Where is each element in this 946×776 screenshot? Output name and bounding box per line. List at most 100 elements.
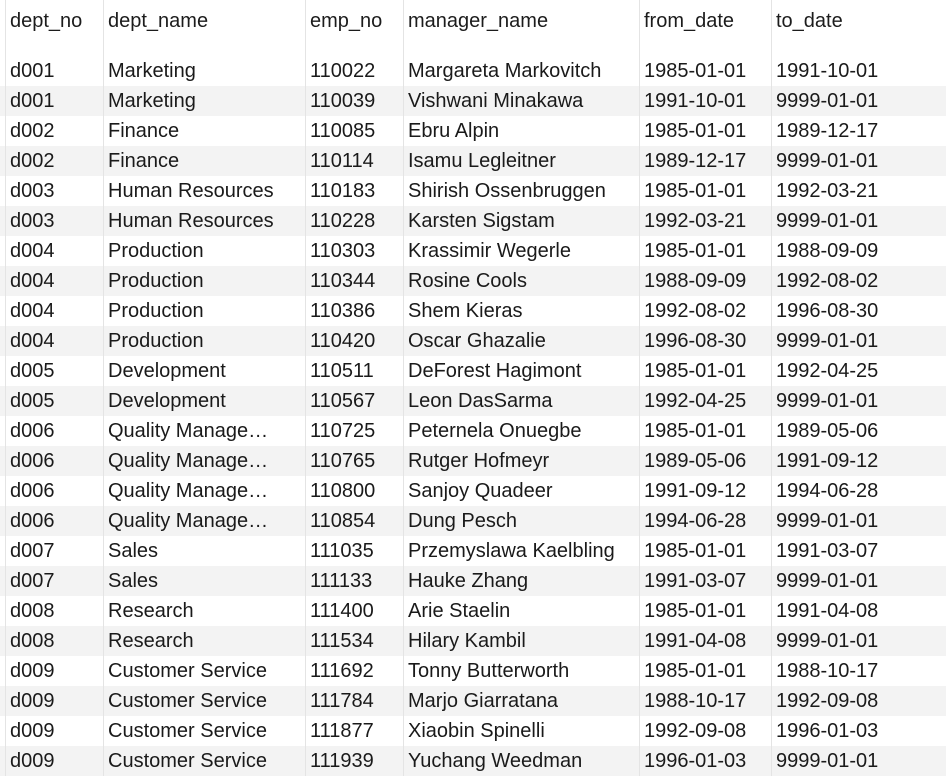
cell-dept-no[interactable]: d004	[10, 270, 55, 292]
cell-dept-no[interactable]: d002	[10, 150, 55, 172]
cell-dept-name[interactable]: Human Resources	[108, 180, 274, 202]
table-row[interactable]: d009 Customer Service 111939 Yuchang Weedma…	[0, 746, 946, 776]
cell-manager-name[interactable]: Leon DasSarma	[408, 390, 553, 412]
cell-dept-name[interactable]: Research	[108, 630, 194, 652]
cell-from-date[interactable]: 1988-10-17	[644, 690, 747, 712]
cell-dept-no[interactable]: d007	[10, 570, 55, 592]
cell-dept-no[interactable]: d001	[10, 90, 55, 112]
table-row[interactable]: d002 Finance 110114 Isamu Legleitner 1989-12…	[0, 146, 946, 176]
cell-to-date[interactable]: 9999-01-01	[776, 570, 879, 592]
cell-manager-name[interactable]: Dung Pesch	[408, 510, 517, 532]
cell-from-date[interactable]: 1991-10-01	[644, 90, 747, 112]
cell-dept-no[interactable]: d006	[10, 480, 55, 502]
cell-emp-no[interactable]: 111692	[310, 660, 374, 682]
cell-dept-name[interactable]: Finance	[108, 150, 180, 172]
table-row[interactable]: d003 Human Resources 110228 Karsten Sigstam…	[0, 206, 946, 236]
cell-manager-name[interactable]: Shem Kieras	[408, 300, 523, 322]
cell-manager-name[interactable]: Ebru Alpin	[408, 120, 500, 142]
column-divider[interactable]	[403, 0, 404, 776]
cell-to-date[interactable]: 1988-09-09	[776, 240, 879, 262]
table-row[interactable]: d008 Research 111534 Hilary Kambil 1991-04-0…	[0, 626, 946, 656]
cell-emp-no[interactable]: 111035	[310, 540, 374, 562]
cell-dept-name[interactable]: Development	[108, 390, 226, 412]
cell-from-date[interactable]: 1989-05-06	[644, 450, 747, 472]
column-header-emp-no[interactable]: emp_no	[310, 10, 383, 32]
cell-from-date[interactable]: 1985-01-01	[644, 360, 747, 382]
cell-dept-name[interactable]: Quality Manage…	[108, 510, 269, 532]
cell-emp-no[interactable]: 111877	[310, 720, 374, 742]
cell-from-date[interactable]: 1992-09-08	[644, 720, 747, 742]
cell-dept-no[interactable]: d003	[10, 180, 55, 202]
cell-from-date[interactable]: 1985-01-01	[644, 600, 747, 622]
cell-from-date[interactable]: 1992-03-21	[644, 210, 747, 232]
cell-from-date[interactable]: 1985-01-01	[644, 120, 747, 142]
cell-dept-name[interactable]: Development	[108, 360, 226, 382]
cell-dept-no[interactable]: d009	[10, 660, 55, 682]
table-row[interactable]: d005 Development 110567 Leon DasSarma 1992-0…	[0, 386, 946, 416]
cell-emp-no[interactable]: 110183	[310, 180, 376, 202]
cell-from-date[interactable]: 1985-01-01	[644, 240, 747, 262]
cell-from-date[interactable]: 1991-03-07	[644, 570, 747, 592]
cell-dept-name[interactable]: Human Resources	[108, 210, 274, 232]
cell-from-date[interactable]: 1989-12-17	[644, 150, 747, 172]
cell-emp-no[interactable]: 110386	[310, 300, 376, 322]
cell-manager-name[interactable]: Rutger Hofmeyr	[408, 450, 550, 472]
cell-to-date[interactable]: 1996-01-03	[776, 720, 879, 742]
column-header-manager-name[interactable]: manager_name	[408, 10, 549, 32]
cell-manager-name[interactable]: Margareta Markovitch	[408, 60, 602, 82]
cell-manager-name[interactable]: Xiaobin Spinelli	[408, 720, 545, 742]
cell-to-date[interactable]: 1996-08-30	[776, 300, 879, 322]
table-row[interactable]: d001 Marketing 110039 Vishwani Minakawa 1991…	[0, 86, 946, 116]
cell-manager-name[interactable]: Hilary Kambil	[408, 630, 526, 652]
table-row[interactable]: d007 Sales 111133 Hauke Zhang 1991-03-07 9999…	[0, 566, 946, 596]
cell-dept-no[interactable]: d004	[10, 330, 55, 352]
cell-from-date[interactable]: 1985-01-01	[644, 660, 747, 682]
cell-to-date[interactable]: 1992-03-21	[776, 180, 879, 202]
table-row[interactable]: d004 Production 110344 Rosine Cools 1988-09-…	[0, 266, 946, 296]
table-row[interactable]: d006 Quality Manage… 110854 Dung Pesch 1994-…	[0, 506, 946, 536]
cell-from-date[interactable]: 1992-08-02	[644, 300, 747, 322]
cell-dept-no[interactable]: d006	[10, 510, 55, 532]
cell-dept-name[interactable]: Sales	[108, 540, 159, 562]
cell-dept-no[interactable]: d003	[10, 210, 55, 232]
cell-dept-no[interactable]: d004	[10, 300, 55, 322]
table-row[interactable]: d006 Quality Manage… 110765 Rutger Hofmeyr 1…	[0, 446, 946, 476]
cell-emp-no[interactable]: 111133	[310, 570, 373, 592]
table-row[interactable]: d002 Finance 110085 Ebru Alpin 1985-01-01 198…	[0, 116, 946, 146]
table-row[interactable]: d005 Development 110511 DeForest Hagimont 19…	[0, 356, 946, 386]
column-divider[interactable]	[103, 0, 104, 776]
cell-to-date[interactable]: 1992-08-02	[776, 270, 879, 292]
cell-emp-no[interactable]: 110022	[310, 60, 376, 82]
cell-from-date[interactable]: 1988-09-09	[644, 270, 747, 292]
cell-dept-name[interactable]: Production	[108, 300, 204, 322]
table-row[interactable]: d009 Customer Service 111784 Marjo Giarrata…	[0, 686, 946, 716]
cell-dept-name[interactable]: Customer Service	[108, 660, 267, 682]
table-row[interactable]: d004 Production 110303 Krassimir Wegerle 198…	[0, 236, 946, 266]
column-divider[interactable]	[639, 0, 640, 776]
cell-emp-no[interactable]: 110228	[310, 210, 376, 232]
cell-dept-no[interactable]: d002	[10, 120, 55, 142]
cell-from-date[interactable]: 1996-08-30	[644, 330, 747, 352]
cell-to-date[interactable]: 1992-09-08	[776, 690, 879, 712]
cell-dept-name[interactable]: Production	[108, 270, 204, 292]
cell-manager-name[interactable]: Arie Staelin	[408, 600, 511, 622]
cell-from-date[interactable]: 1985-01-01	[644, 420, 747, 442]
cell-manager-name[interactable]: Rosine Cools	[408, 270, 527, 292]
table-row[interactable]: d008 Research 111400 Arie Staelin 1985-01-01…	[0, 596, 946, 626]
cell-emp-no[interactable]: 111534	[310, 630, 374, 652]
cell-to-date[interactable]: 9999-01-01	[776, 750, 879, 772]
table-row[interactable]: d006 Quality Manage… 110800 Sanjoy Quadeer 1…	[0, 476, 946, 506]
cell-from-date[interactable]: 1992-04-25	[644, 390, 747, 412]
table-row[interactable]: d009 Customer Service 111877 Xiaobin Spinel…	[0, 716, 946, 746]
cell-dept-name[interactable]: Finance	[108, 120, 180, 142]
cell-dept-no[interactable]: d009	[10, 720, 55, 742]
cell-dept-no[interactable]: d008	[10, 600, 55, 622]
cell-emp-no[interactable]: 110511	[310, 360, 374, 382]
cell-dept-name[interactable]: Customer Service	[108, 690, 267, 712]
cell-to-date[interactable]: 9999-01-01	[776, 510, 879, 532]
cell-emp-no[interactable]: 110800	[310, 480, 376, 502]
cell-from-date[interactable]: 1994-06-28	[644, 510, 747, 532]
cell-emp-no[interactable]: 110765	[310, 450, 376, 472]
cell-to-date[interactable]: 1989-05-06	[776, 420, 879, 442]
cell-dept-name[interactable]: Quality Manage…	[108, 450, 269, 472]
